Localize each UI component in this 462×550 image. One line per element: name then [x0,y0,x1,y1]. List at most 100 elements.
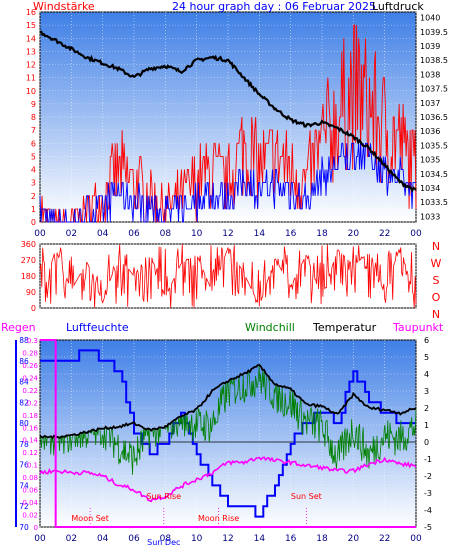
direction-tick-label: 360 [21,240,36,249]
event-label: Sun Rise [146,492,181,501]
x-tick-label: 22 [379,229,390,239]
pressure-tick-label: 1039.5 [420,28,448,37]
temp-tick-label: 0 [424,438,429,447]
pressure-tick-label: 1033 [420,212,440,221]
rain-tick-label: 0.08 [22,474,38,482]
humidity-tick-label: 88 [19,336,29,345]
rain-tick-label: 0.04 [22,499,38,507]
x-tick-label: 12 [222,534,233,544]
x-tick-label: 20 [348,534,360,544]
pressure-tick-label: 1034.5 [420,170,448,179]
rain-tick-label: 0 [34,524,38,532]
x-tick-label: 10 [191,534,203,544]
rain-tick-label: 0.1 [27,462,38,470]
direction-tick-label: 90 [26,288,36,297]
temp-tick-label: -5 [424,523,432,532]
x-tick-label: 02 [66,534,77,544]
wind-tick-label: 11 [26,74,36,83]
pressure-tick-label: 1037.5 [420,85,448,94]
humidity-tick-label: 80 [19,419,29,428]
temp-tick-label: 2 [424,404,429,413]
x-tick-label: 22 [379,534,390,544]
event-label: Moon Rise [198,514,239,523]
pressure-tick-label: 1038 [420,70,440,79]
wind-tick-label: 7 [31,126,36,135]
x-tick-label: 10 [191,229,203,239]
wind-tick-label: 10 [26,87,36,96]
wind-tick-label: 6 [31,139,36,148]
direction-tick-label: 180 [21,272,36,281]
direction-compass-letter: S [433,274,440,287]
rain-tick-label: 0.12 [22,449,38,457]
data-layer: Moon Set Sun Rise Moon Rise Sun Set [39,24,417,528]
event-label: Sun Dec [147,538,180,547]
direction-tick-label: 270 [21,256,36,265]
rain-tick-label: 0.3 [27,337,38,345]
pressure-axis-title: Luftdruck [372,0,424,13]
x-tick-label: 02 [66,229,77,239]
rain-tick-label: 0.06 [22,487,38,495]
rain-tick-label: 0.22 [22,387,38,395]
pressure-tick-label: 1040 [420,14,440,23]
temp-tick-label: -2 [424,472,432,481]
rain-tick-label: 0.16 [22,424,38,432]
direction-compass-letter: O [432,291,441,304]
temperature-series [39,363,417,440]
direction-compass-letter: W [431,257,442,270]
wind-tick-label: 9 [31,100,36,109]
wind-direction-series [39,243,417,308]
wind-average-series [39,142,416,223]
pressure-tick-label: 1036 [420,127,440,136]
x-tick-label: 08 [160,534,172,544]
rain-series [40,339,416,528]
pressure-tick-label: 1036.5 [420,113,448,122]
x-tick-label: 06 [128,229,140,239]
pressure-tick-label: 1037 [420,99,440,108]
humidity-tick-label: 84 [19,378,29,387]
temp-tick-label: -1 [424,455,432,464]
wind-tick-label: 8 [31,113,36,122]
direction-compass-letter: N [432,308,440,321]
temp-tick-label: -3 [424,489,432,498]
wind-tick-label: 2 [31,192,36,201]
x-tick-label: 12 [222,229,233,239]
pressure-tick-label: 1035 [420,156,440,165]
wind-tick-label: 3 [31,179,36,188]
rain-tick-label: 0.2 [27,399,38,407]
rain-tick-label: 0.24 [22,374,38,382]
x-tick-label: 16 [285,229,297,239]
rain-tick-label: 0.02 [22,512,38,520]
x-tick-label: 16 [285,534,297,544]
humidity-tick-label: 72 [19,502,29,511]
dewpoint-series [39,456,417,503]
chart-title: 24 hour graph day : 06 Februar 2025 [172,0,376,13]
x-tick-label: 04 [97,229,109,239]
rain-tick-label: 0.26 [22,362,38,370]
legend-dewpoint: Taupunkt [392,321,444,334]
wind-tick-label: 16 [26,8,36,17]
x-tick-label: 00 [410,534,422,544]
temp-tick-label: 5 [424,353,429,362]
temp-tick-label: 6 [424,336,429,345]
x-tick-label: 08 [160,229,172,239]
legend-temperature: Temperatur [312,321,377,334]
x-tick-label: 00 [34,534,46,544]
event-label: Moon Set [71,514,108,523]
wind-tick-label: 13 [26,47,36,56]
humidity-series [40,349,416,518]
wind-tick-label: 0 [31,218,36,227]
event-label: Sun Set [291,492,322,501]
rain-tick-label: 0.14 [22,437,38,445]
humidity-tick-label: 74 [19,481,29,490]
legend-humidity: Luftfeuchte [66,321,129,334]
pressure-tick-label: 1033.5 [420,198,448,207]
pressure-series [39,30,417,193]
temp-tick-label: 4 [424,370,429,379]
x-tick-label: 00 [34,229,46,239]
wind-tick-label: 4 [31,166,36,175]
wind-tick-label: 14 [26,34,36,43]
pressure-tick-label: 1038.5 [420,56,448,65]
x-tick-label: 18 [316,229,328,239]
